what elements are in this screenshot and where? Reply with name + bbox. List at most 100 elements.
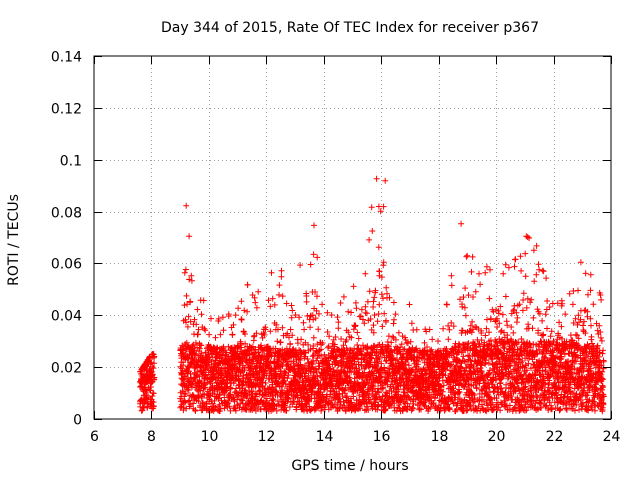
data-point — [439, 388, 446, 395]
data-point — [385, 373, 392, 380]
data-point — [518, 336, 525, 342]
data-point — [335, 319, 342, 326]
data-point — [511, 263, 518, 270]
data-point — [566, 384, 573, 391]
data-point — [326, 333, 333, 340]
data-point — [550, 338, 557, 345]
data-point — [275, 358, 282, 365]
data-point — [577, 396, 584, 403]
data-point — [354, 329, 361, 336]
data-point — [194, 344, 201, 351]
data-point — [558, 335, 565, 342]
data-point — [357, 313, 364, 320]
data-point — [217, 405, 224, 412]
data-point — [310, 251, 317, 258]
data-point — [392, 336, 399, 343]
data-point — [499, 311, 506, 318]
data-point — [184, 323, 191, 330]
data-point — [368, 204, 375, 211]
data-point — [536, 310, 543, 317]
data-point — [473, 384, 480, 391]
data-point — [402, 336, 409, 343]
data-point — [486, 329, 492, 336]
data-point — [493, 395, 500, 402]
data-point — [450, 323, 457, 330]
data-point — [182, 399, 189, 406]
data-point — [576, 406, 582, 413]
data-point — [546, 379, 553, 386]
data-point — [278, 371, 285, 378]
data-point — [183, 202, 190, 209]
data-point — [538, 404, 545, 411]
data-point — [192, 407, 199, 414]
data-point — [527, 344, 534, 351]
data-point — [371, 312, 378, 319]
data-point — [220, 327, 227, 334]
data-point — [531, 278, 538, 285]
data-point — [148, 359, 155, 366]
data-point — [311, 395, 318, 402]
data-point — [216, 401, 223, 408]
data-point — [448, 272, 455, 279]
data-point — [287, 340, 294, 347]
data-point — [532, 383, 539, 389]
data-point — [303, 293, 310, 299]
data-point — [467, 357, 474, 364]
data-point — [543, 275, 550, 282]
data-point — [405, 362, 412, 369]
data-point — [577, 259, 584, 266]
data-point — [535, 261, 542, 268]
data-point — [535, 330, 542, 336]
data-point — [513, 352, 520, 359]
data-point — [388, 402, 395, 409]
data-point — [514, 380, 521, 387]
data-point — [315, 326, 322, 333]
data-point — [283, 300, 290, 307]
data-point — [394, 356, 401, 363]
data-point — [185, 387, 192, 394]
data-point — [530, 341, 537, 348]
data-point — [268, 353, 275, 360]
data-point — [522, 250, 529, 257]
data-point — [448, 319, 455, 326]
data-point — [383, 284, 390, 291]
data-point — [226, 403, 233, 410]
data-point — [512, 388, 519, 395]
data-point — [182, 266, 189, 273]
data-point — [185, 398, 192, 405]
data-point — [334, 314, 341, 321]
data-point — [310, 343, 317, 349]
data-point — [144, 403, 151, 410]
data-point — [276, 282, 283, 289]
data-point — [463, 253, 470, 260]
data-point — [329, 380, 336, 387]
data-point — [464, 252, 471, 259]
data-point — [369, 405, 376, 412]
data-point — [513, 379, 520, 386]
data-point — [300, 319, 307, 326]
data-point — [494, 315, 501, 322]
data-point — [572, 407, 578, 414]
data-point — [572, 315, 579, 322]
data-point — [367, 396, 373, 403]
data-point — [301, 326, 308, 333]
data-point — [574, 332, 581, 339]
data-point — [392, 357, 399, 364]
data-point — [248, 388, 255, 394]
data-point — [305, 341, 312, 348]
data-point — [187, 318, 194, 325]
data-point — [288, 314, 295, 321]
data-point — [511, 348, 518, 355]
data-point — [314, 254, 321, 261]
data-point — [477, 281, 484, 288]
data-point — [549, 349, 556, 356]
data-point — [478, 368, 485, 375]
data-point — [523, 407, 530, 414]
data-point — [487, 266, 493, 273]
data-point — [269, 295, 276, 302]
data-point — [546, 304, 553, 310]
data-point — [242, 331, 248, 337]
data-point — [284, 375, 291, 382]
data-point — [380, 203, 387, 210]
